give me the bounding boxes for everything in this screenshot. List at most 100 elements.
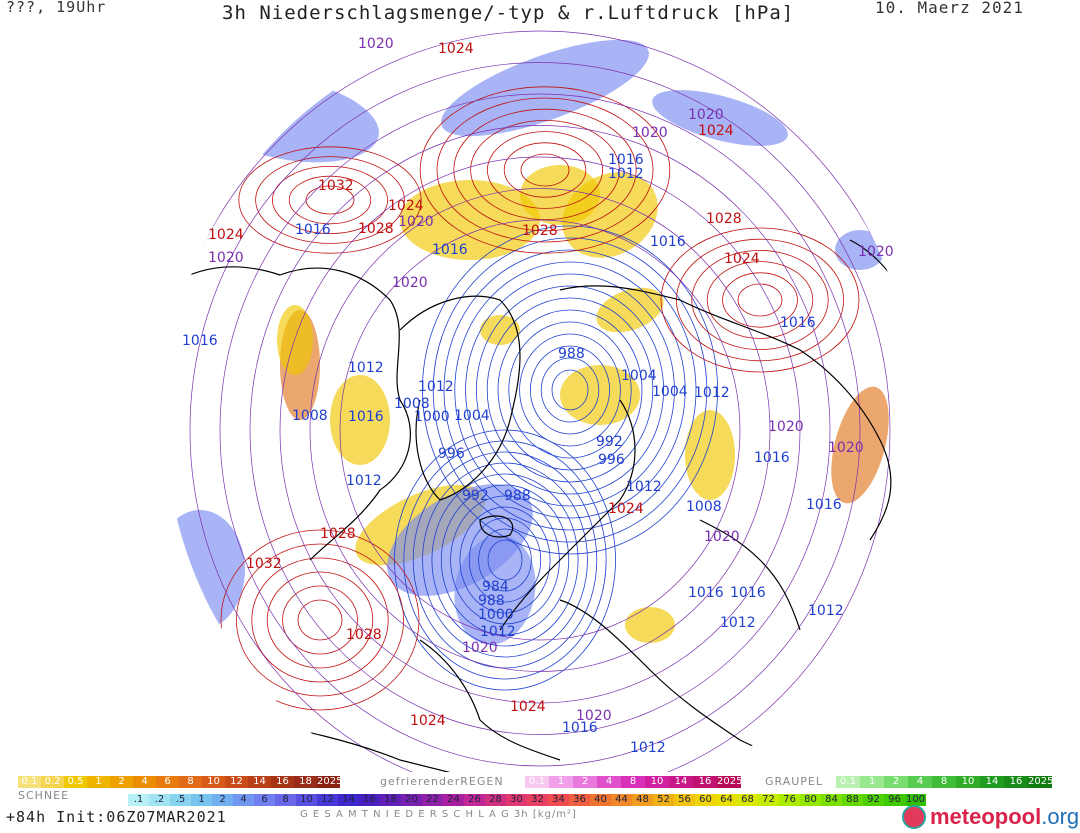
isobar-label: 1016 [780, 315, 816, 331]
isobar-line [279, 156, 801, 704]
isobar-line [238, 146, 422, 254]
isobar-label: 1020 [704, 529, 740, 545]
isobar-label: 1028 [320, 526, 356, 542]
isobar-line [530, 345, 611, 435]
isobar-label: 1028 [358, 221, 394, 237]
legend-cell: 2025+ [317, 776, 351, 788]
isobar-line [219, 93, 861, 767]
legend-cell: 26 [464, 794, 485, 806]
isobar-line [235, 543, 404, 697]
isobar-label: 1024 [698, 123, 734, 139]
isobar-label: 1016 [182, 333, 218, 349]
legend-cell: 84 [821, 794, 842, 806]
logo-icon [902, 805, 926, 829]
legend-cell: 14 [669, 776, 693, 788]
isobar-label: 988 [478, 593, 505, 609]
legend-cell: 0.1 [525, 776, 549, 788]
isobar-label: 992 [462, 488, 489, 504]
legend-cell: 32 [527, 794, 548, 806]
coastline [169, 266, 411, 561]
legend-cell: 1 [860, 776, 884, 788]
legend-cell: 18 [380, 794, 401, 806]
meteopool-logo[interactable]: meteopool.org [902, 803, 1080, 833]
legend-cell: 76 [779, 794, 800, 806]
isobar-label: 1028 [522, 223, 558, 239]
isobar-line [419, 86, 671, 254]
isobar-line [551, 369, 589, 411]
isobar-line [220, 529, 420, 711]
isobar-label: 1016 [650, 234, 686, 250]
isobar-label: 1016 [806, 497, 842, 513]
isobar-line [459, 506, 551, 614]
legend-cell: 72 [758, 794, 779, 806]
isobar-line [282, 585, 358, 655]
freezing-rain-scale: 0.1 1 2 4 8 10 14 16 2025+ [525, 776, 751, 788]
isobar-line [421, 225, 719, 555]
isobar-line [249, 125, 831, 735]
isobar-label: 1016 [754, 450, 790, 466]
isobar-label: 1016 [432, 242, 468, 258]
isobar-line [540, 357, 600, 423]
isobar-label: 1020 [768, 419, 804, 435]
precip-rain [480, 315, 520, 345]
isobar-line [165, 30, 915, 772]
isobar-line [436, 97, 654, 243]
legend-cell: 12 [317, 794, 338, 806]
isobar-label: 1012 [630, 740, 666, 756]
legend-cell: 1 [87, 776, 110, 788]
isobar-label: 1020 [828, 440, 864, 456]
legend-cell: 24 [443, 794, 464, 806]
legend-cell: 1 [191, 794, 212, 806]
legend-cell: 30 [506, 794, 527, 806]
isobar-line [508, 321, 632, 459]
isobar-line [432, 237, 708, 543]
isobar-label: 1012 [720, 615, 756, 631]
isobar-line [394, 429, 616, 691]
legend-cell: 2025+ [1028, 776, 1062, 788]
precip-snow [441, 39, 649, 137]
legend-cell: .1 [128, 794, 149, 806]
isobar-line [443, 249, 697, 531]
isobar-line [189, 62, 891, 772]
isobar-line [251, 557, 389, 683]
isobar-line [454, 261, 686, 519]
legend-cell: 22 [422, 794, 443, 806]
legend-cell: 28 [485, 794, 506, 806]
init-time: +84h Init:06Z07MAR2021 [6, 808, 227, 826]
precip-rain [685, 410, 735, 500]
isobar-label: 1000 [414, 409, 450, 425]
isobar-label: 1000 [478, 607, 514, 623]
isobar-line [412, 451, 598, 669]
isobar-label: 1032 [318, 178, 354, 194]
legend-cell: 1 [549, 776, 573, 788]
precip-snow [652, 90, 788, 146]
coastline [699, 519, 801, 631]
legend-cell: 10 [202, 776, 225, 788]
isobar-line [422, 462, 588, 658]
isobar-line [486, 297, 654, 483]
legend-cell: 34 [548, 794, 569, 806]
isobar-line [475, 285, 664, 495]
legend-cell: 20 [401, 794, 422, 806]
isobar-label: 1016 [688, 585, 724, 601]
legend-cell: 48 [632, 794, 653, 806]
legend-cell: 14 [248, 776, 271, 788]
graupel-label: GRAUPEL [765, 775, 824, 788]
isobar-label: 1020 [576, 708, 612, 724]
legend-cell: 2 [212, 794, 233, 806]
isobar-label: 1016 [730, 585, 766, 601]
legend-cell: 10 [956, 776, 980, 788]
legend-cell: 16 [1004, 776, 1028, 788]
isobar-line [706, 261, 814, 339]
valid-time-label: ???, 19Uhr [6, 0, 107, 16]
legend-cell: .5 [170, 794, 191, 806]
precip-rain [277, 305, 313, 375]
legend: 0.1 0.2 0.5 1 2 4 6 8 10 12 14 16 18 2025+ gefrierend… [0, 772, 1080, 833]
isobar-label: 1012 [480, 624, 516, 640]
isobar-line [465, 273, 675, 507]
legend-cell: 2 [884, 776, 908, 788]
legend-cell: 12 [225, 776, 248, 788]
isobar-line [486, 131, 603, 209]
isobar-line [520, 153, 570, 187]
isobar-line [305, 185, 355, 215]
